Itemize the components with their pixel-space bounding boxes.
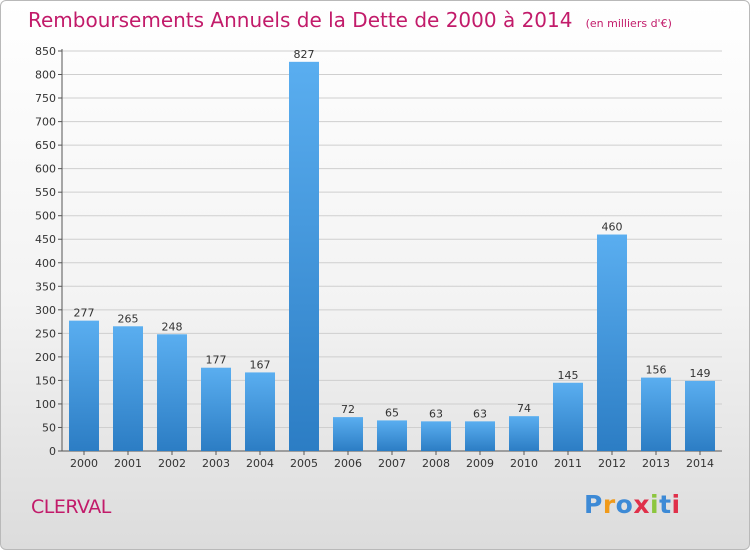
y-tick-label: 250 — [35, 327, 56, 340]
x-tick-label: 2010 — [510, 457, 538, 470]
y-tick-label: 750 — [35, 92, 56, 105]
y-tick-label: 600 — [35, 163, 56, 176]
x-tick-label: 2011 — [554, 457, 582, 470]
bar-2005 — [289, 61, 319, 452]
y-tick-label: 100 — [35, 398, 56, 411]
data-label-2003: 177 — [206, 354, 227, 367]
logo-letter: i — [671, 490, 681, 519]
bar-2012 — [597, 234, 627, 451]
chart-title: Remboursements Annuels de la Dette de 20… — [28, 8, 672, 32]
bar-2001 — [113, 326, 143, 451]
data-label-2002: 248 — [162, 320, 183, 333]
y-tick-label: 350 — [35, 280, 56, 293]
chart-title-main: Remboursements Annuels de la Dette de 20… — [28, 8, 573, 32]
data-label-2014: 149 — [690, 367, 711, 380]
bars — [69, 61, 715, 452]
logo-letter: i — [650, 490, 660, 519]
y-tick-label: 400 — [35, 257, 56, 270]
chart-title-unit: (en milliers d'€) — [585, 17, 672, 30]
bar-2011 — [553, 382, 583, 451]
bar-2000 — [69, 320, 99, 451]
logo-letter: r — [602, 490, 616, 519]
bar-2010 — [509, 416, 539, 451]
x-tick-label: 2007 — [378, 457, 406, 470]
x-tick-label: 2000 — [70, 457, 98, 470]
data-label-2007: 65 — [385, 406, 399, 419]
y-tick-label: 500 — [35, 210, 56, 223]
y-tick-label: 700 — [35, 116, 56, 129]
bar-2002 — [157, 334, 187, 451]
bar-2003 — [201, 367, 231, 451]
logo-letter: P — [584, 490, 603, 519]
bar-2014 — [685, 380, 715, 451]
data-label-2013: 156 — [646, 364, 667, 377]
x-tick-label: 2004 — [246, 457, 274, 470]
data-label-2010: 74 — [517, 402, 531, 415]
place-name: CLERVAL — [31, 496, 111, 518]
logo-letter: t — [659, 490, 672, 519]
proxiti-logo: Proxiti — [584, 490, 681, 519]
x-tick-label: 2012 — [598, 457, 626, 470]
y-tick-label: 200 — [35, 351, 56, 364]
data-label-2001: 265 — [118, 312, 139, 325]
x-tick-label: 2008 — [422, 457, 450, 470]
data-label-2005: 827 — [294, 48, 315, 61]
data-label-2009: 63 — [473, 407, 487, 420]
x-tick-label: 2003 — [202, 457, 230, 470]
bar-2006 — [333, 417, 363, 451]
x-tick-label: 2009 — [466, 457, 494, 470]
data-label-2004: 167 — [250, 358, 271, 371]
data-label-2000: 277 — [74, 307, 95, 320]
y-tick-labels: 0 50 100 150 200 250 300 350 400 450 500 550 600 650 7… — [35, 45, 56, 458]
data-label-2011: 145 — [558, 369, 579, 382]
y-tick-label: 650 — [35, 139, 56, 152]
x-tick-label: 2014 — [686, 457, 714, 470]
x-tick-label: 2001 — [114, 457, 142, 470]
y-tick-label: 50 — [42, 421, 56, 434]
logo-letter: o — [615, 490, 634, 519]
bar-2013 — [641, 377, 671, 451]
bar-2007 — [377, 420, 407, 451]
data-label-2006: 72 — [341, 403, 355, 416]
y-tick-label: 550 — [35, 186, 56, 199]
bar-2004 — [245, 372, 275, 451]
x-tick-label: 2006 — [334, 457, 362, 470]
y-tick-label: 450 — [35, 233, 56, 246]
bar-2008 — [421, 421, 451, 451]
data-labels: 277 265 248 177 167 827 72 65 63 63 74 145 460 156 149 — [74, 48, 711, 421]
bar-2009 — [465, 421, 495, 451]
x-tick-labels: 2000 2001 2002 2003 2004 2005 2006 2007 2008 2009… — [70, 451, 714, 470]
y-tick-label: 0 — [49, 445, 56, 458]
data-label-2012: 460 — [602, 221, 623, 234]
y-tick-label: 800 — [35, 69, 56, 82]
y-tick-label: 300 — [35, 304, 56, 317]
y-tick-label: 850 — [35, 45, 56, 58]
x-tick-label: 2002 — [158, 457, 186, 470]
y-tick-label: 150 — [35, 374, 56, 387]
x-tick-label: 2005 — [290, 457, 318, 470]
logo-letter: x — [633, 490, 650, 519]
data-label-2008: 63 — [429, 407, 443, 420]
x-tick-label: 2013 — [642, 457, 670, 470]
